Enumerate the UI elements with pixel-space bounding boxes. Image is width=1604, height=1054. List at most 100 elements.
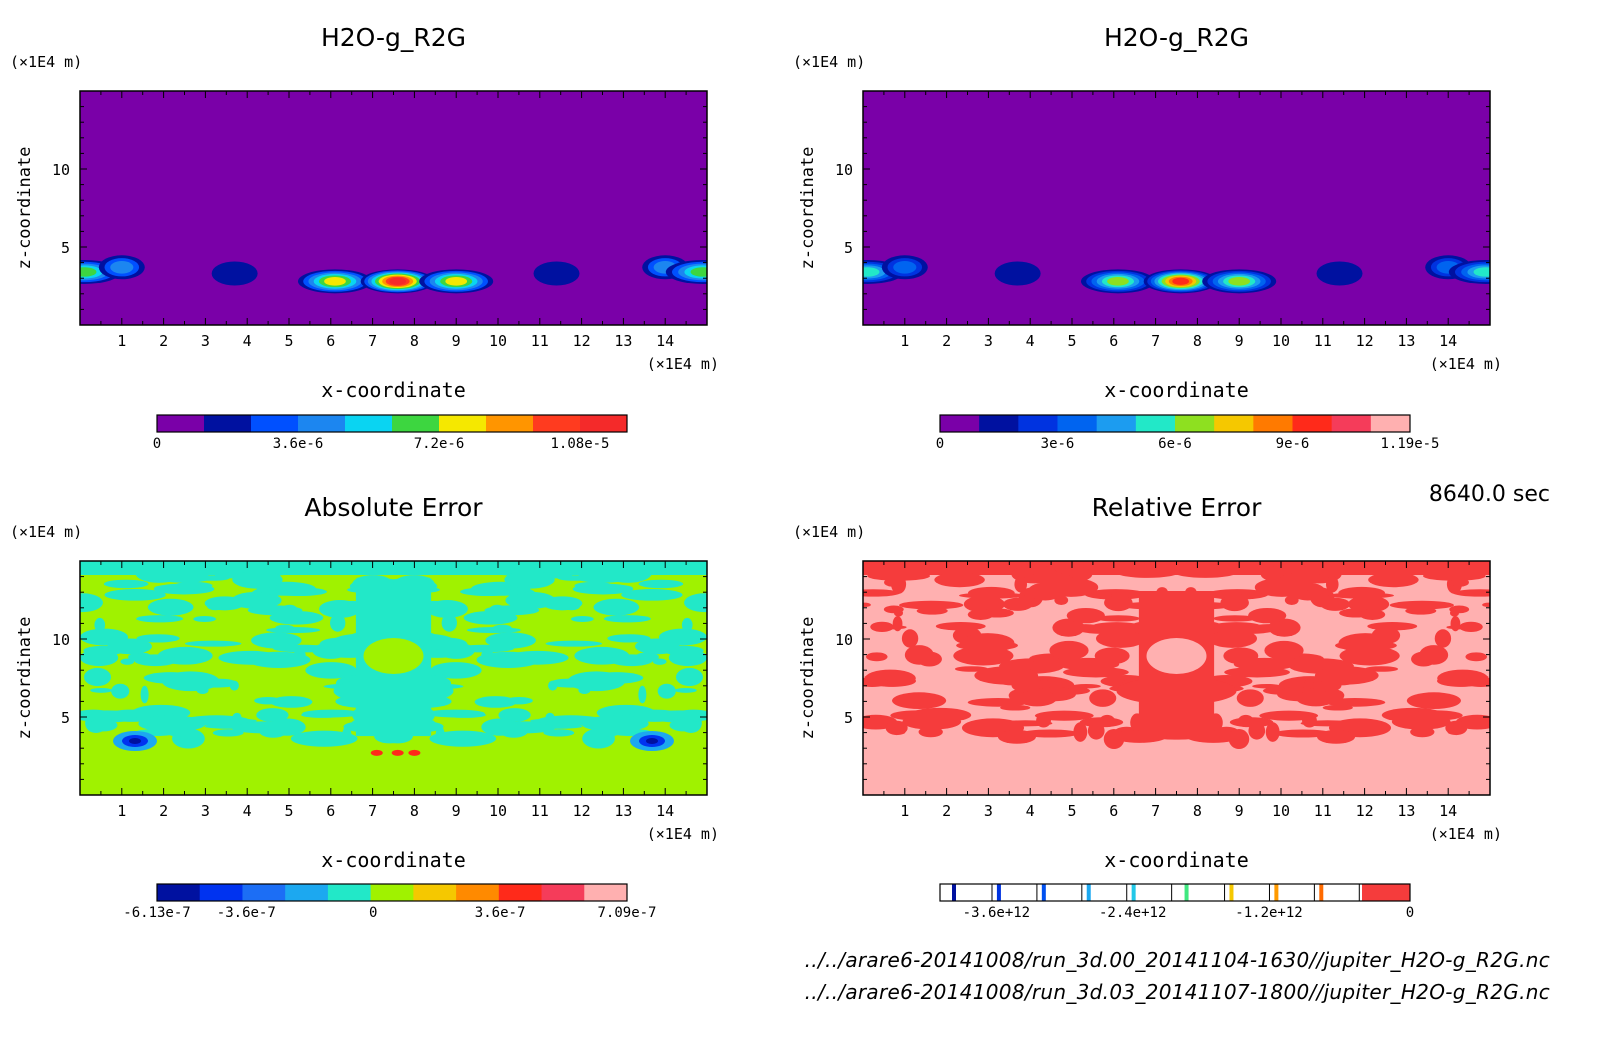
field-patch	[193, 616, 216, 622]
x-tick-label: 1	[900, 802, 909, 820]
x-tick-label: 8	[1193, 332, 1202, 350]
x-tick-label: 10	[1272, 802, 1290, 820]
field-patch	[1002, 597, 1033, 611]
field-patch	[88, 718, 118, 732]
colorbar-tick-label: -2.4e+12	[1099, 905, 1166, 921]
field-patch	[212, 729, 244, 737]
colorbar-swatch	[285, 884, 329, 901]
x-tick-label: 5	[1067, 802, 1076, 820]
plot-area	[863, 91, 1490, 325]
x-tick-label: 7	[1151, 802, 1160, 820]
field-patch	[128, 652, 153, 662]
field-patch	[290, 730, 358, 747]
colorbar-frame	[939, 414, 1411, 433]
field-patch	[460, 587, 515, 597]
field-patch	[80, 593, 103, 613]
field-patch	[1248, 607, 1287, 624]
x-tick-label: 11	[1314, 802, 1332, 820]
field-patch	[1087, 722, 1105, 740]
x-tick-label: 4	[1026, 802, 1035, 820]
colorbar-frame	[156, 883, 628, 902]
field-patch	[330, 614, 346, 632]
x-tick-label: 7	[368, 332, 377, 350]
colorbar-swatch	[1319, 884, 1324, 901]
colorbar-swatch	[486, 415, 534, 432]
colorbar-frame	[156, 414, 628, 433]
field-patch	[1066, 607, 1105, 624]
field-patch	[956, 640, 1018, 651]
field-patch	[1099, 714, 1116, 728]
field-patch	[91, 711, 151, 718]
field-patch	[104, 589, 166, 601]
field-patch	[481, 718, 518, 736]
colorbar-swatch	[1018, 415, 1058, 432]
colorbar-swatch	[1229, 884, 1234, 901]
colorbar-tick-label: 1.08e-5	[550, 436, 609, 452]
colorbar-swatch	[327, 884, 372, 901]
warm-spot	[408, 749, 421, 756]
field-patch	[901, 629, 919, 648]
x-axis-label: x-coordinate	[321, 848, 466, 872]
x-tick-label: 7	[1151, 332, 1160, 350]
x-tick-label: 13	[614, 332, 632, 350]
field-patch	[590, 584, 633, 591]
colorbar-tick-label: 7.2e-6	[414, 436, 465, 452]
field-patch	[429, 637, 468, 651]
x-tick-label: 8	[410, 802, 419, 820]
x-tick-label: 4	[243, 332, 252, 350]
field-patch	[94, 617, 106, 632]
colorbar-swatch	[370, 884, 414, 901]
colorbar-swatch	[1331, 415, 1372, 432]
x-unit-label: (×1E4 m)	[1430, 355, 1502, 373]
field-patch	[1465, 652, 1487, 662]
warm-spot	[370, 749, 383, 756]
field-patch	[1419, 645, 1449, 665]
colorbar-swatch	[1370, 415, 1411, 432]
field-patch	[1237, 714, 1254, 728]
field-patch	[674, 687, 697, 693]
field-patch	[902, 713, 962, 730]
x-tick-label: 3	[984, 332, 993, 350]
field-blob	[110, 260, 134, 274]
field-patch	[548, 680, 558, 691]
field-patch	[1236, 689, 1264, 707]
field-patch	[892, 692, 947, 710]
field-blob	[533, 261, 580, 286]
field-patch	[453, 644, 514, 653]
colorbar-swatch	[345, 415, 393, 432]
x-tick-label: 5	[284, 332, 293, 350]
plot-area	[863, 561, 1490, 795]
y-tick-label: 5	[844, 239, 853, 257]
field-patch	[498, 708, 531, 722]
chart-title: Relative Error	[1092, 493, 1262, 522]
field-patch	[1259, 710, 1319, 721]
field-patch	[184, 640, 242, 647]
colorbar-swatch	[1184, 884, 1189, 901]
field-patch	[111, 683, 130, 699]
field-patch	[1211, 622, 1262, 631]
y-unit-label: (×1E4 m)	[793, 53, 865, 71]
field-patch	[204, 724, 256, 729]
x-unit-label: (×1E4 m)	[647, 355, 719, 373]
colorbar-swatch	[157, 415, 205, 432]
field-patch	[1091, 622, 1142, 631]
x-tick-label: 9	[452, 332, 461, 350]
y-unit-label: (×1E4 m)	[10, 53, 82, 71]
x-tick-label: 14	[1439, 802, 1457, 820]
field-patch	[1325, 576, 1339, 593]
field-patch	[1103, 729, 1125, 749]
field-patch	[136, 634, 180, 643]
colorbar-swatch	[498, 884, 543, 901]
colorbar-swatch	[996, 884, 1001, 901]
colorbar-swatch	[456, 884, 500, 901]
colorbar-swatch	[413, 884, 457, 901]
source-file-2: ../../arare6-20141008/run_3d.03_20141107…	[804, 980, 1550, 1004]
field-patch	[425, 709, 485, 718]
x-tick-label: 10	[489, 332, 507, 350]
x-tick-label: 14	[656, 802, 674, 820]
x-tick-label: 8	[1193, 802, 1202, 820]
x-axis-label: x-coordinate	[1104, 848, 1249, 872]
field-patch	[1406, 692, 1461, 710]
source-file-1: ../../arare6-20141008/run_3d.00_20141104…	[804, 948, 1550, 972]
